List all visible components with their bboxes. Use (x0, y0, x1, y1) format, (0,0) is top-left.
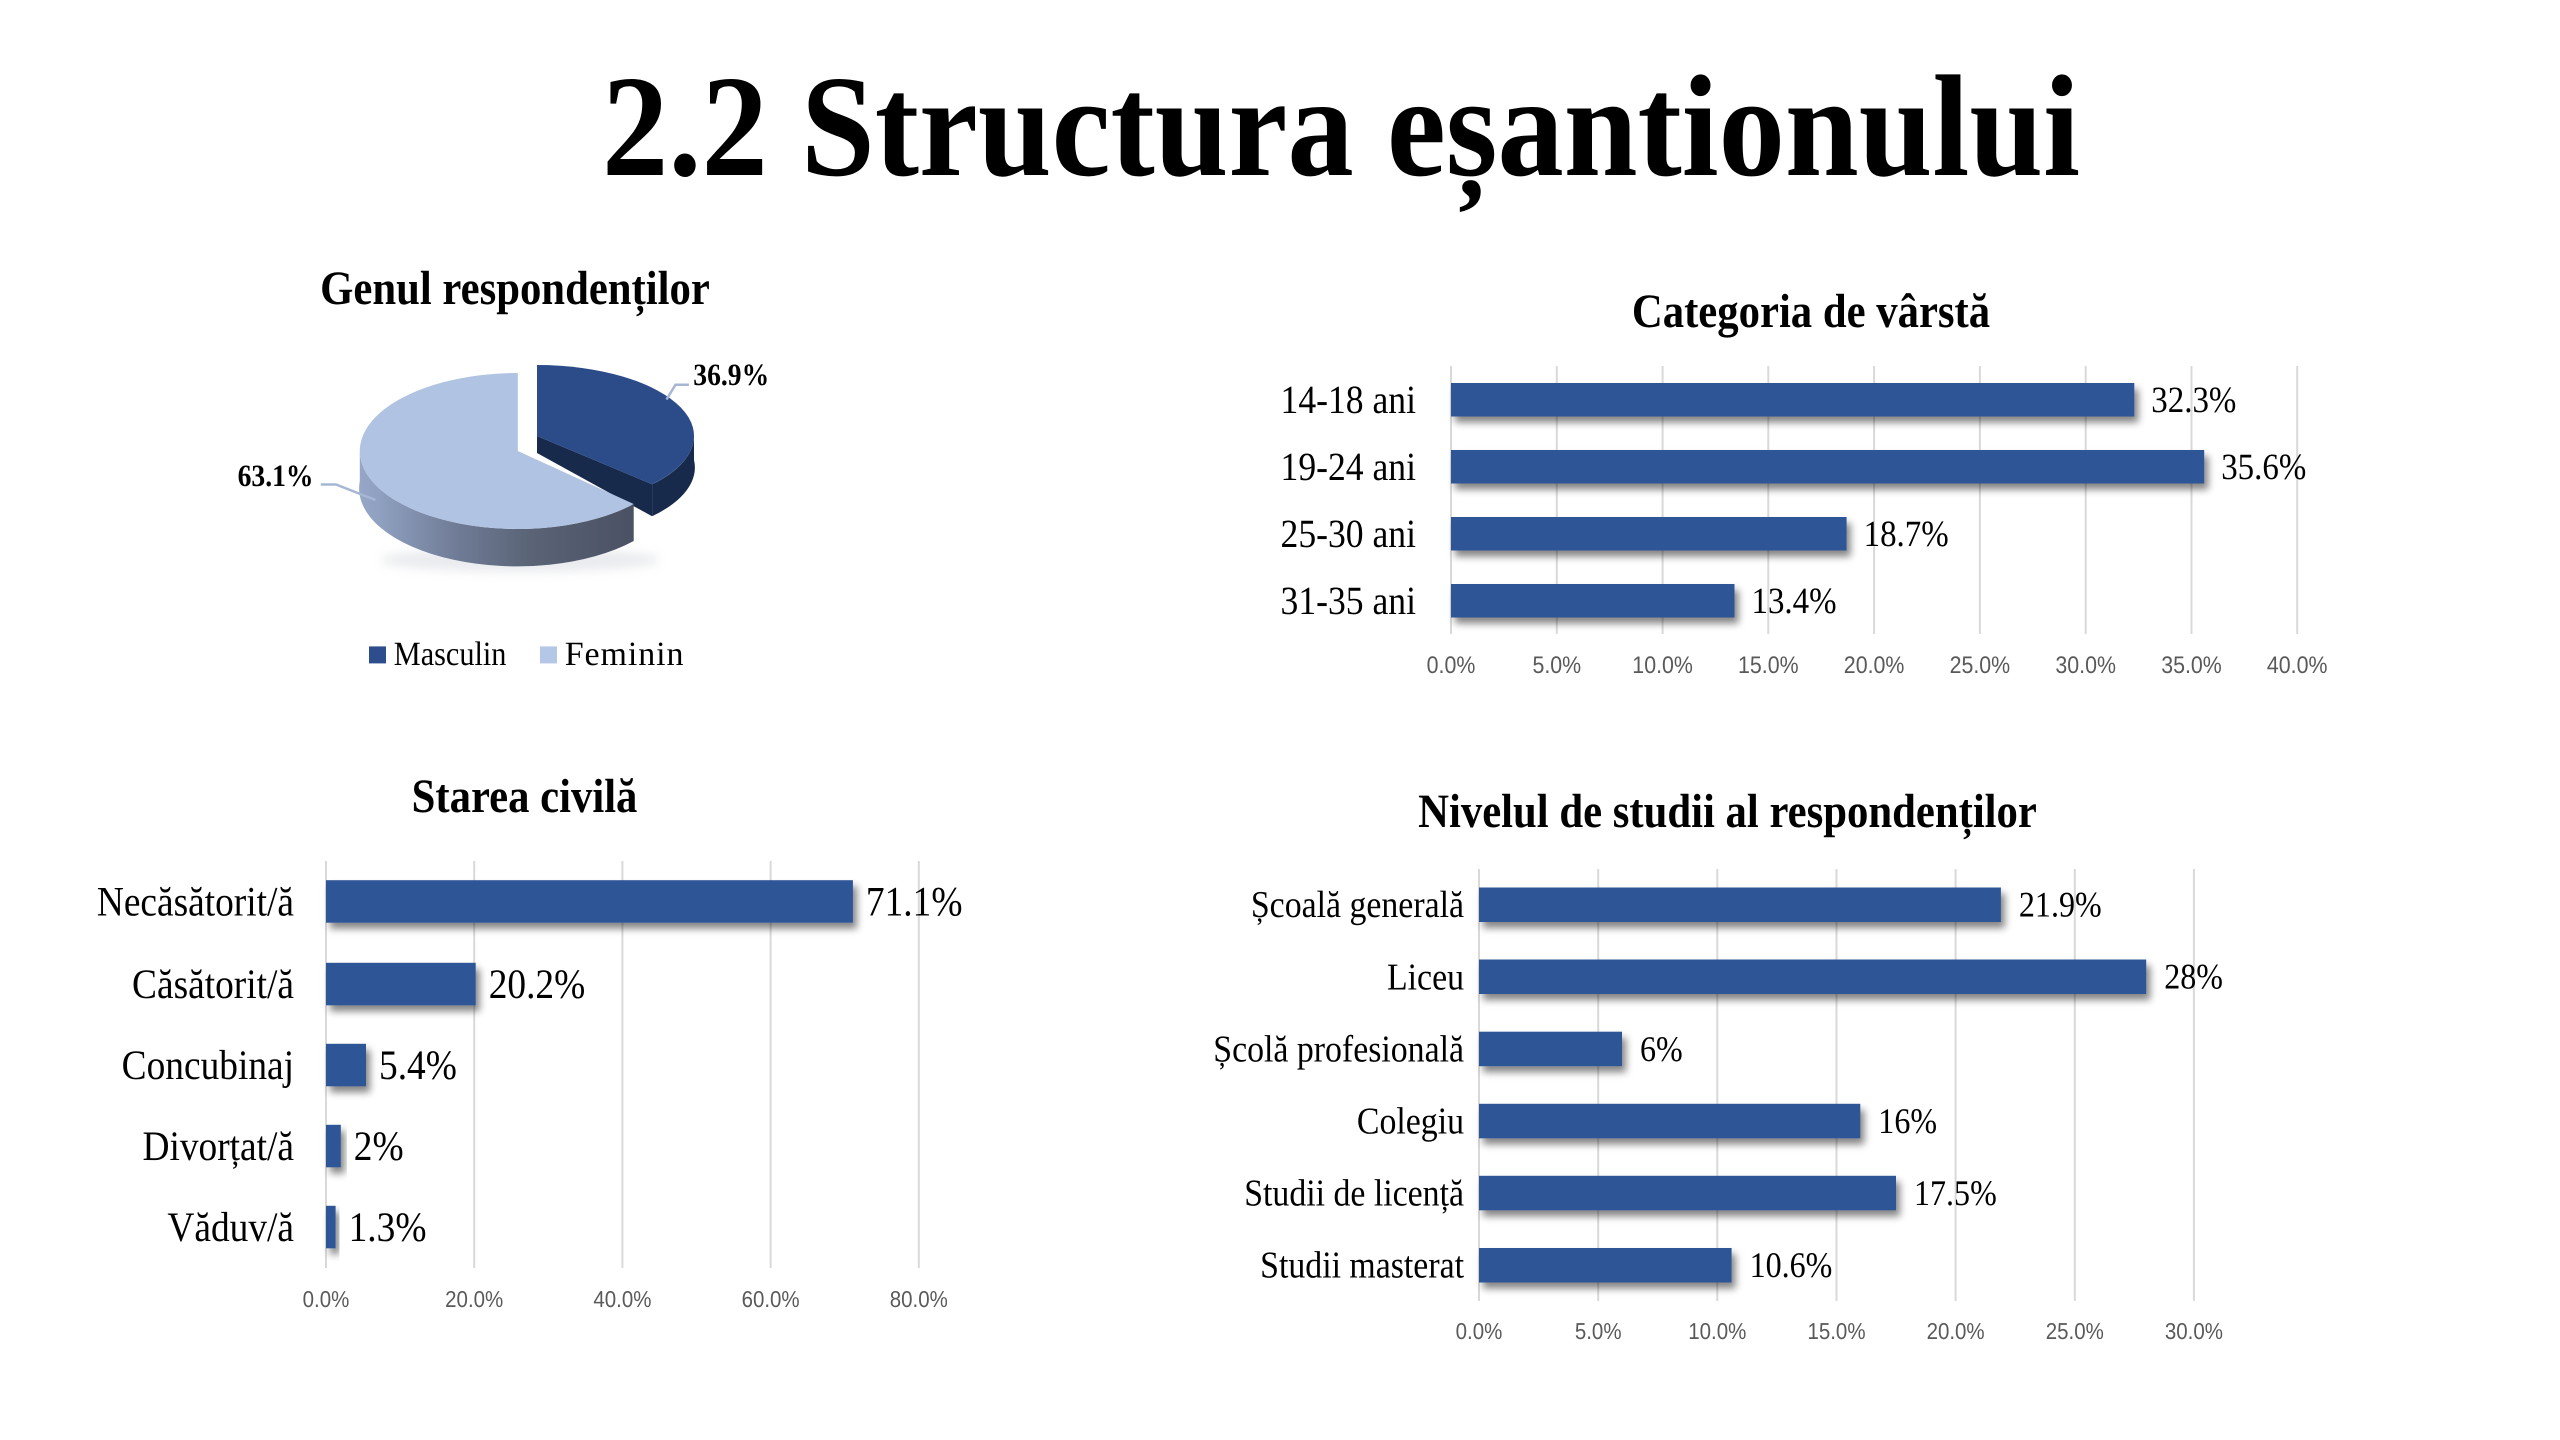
svg-text:20.0%: 20.0% (445, 1286, 503, 1312)
svg-text:17.5%: 17.5% (1914, 1173, 1997, 1213)
svg-text:6%: 6% (1640, 1029, 1683, 1069)
svg-text:30.0%: 30.0% (2165, 1318, 2223, 1344)
svg-text:Concubinaj: Concubinaj (122, 1043, 294, 1089)
svg-text:Necăsătorit/ă: Necăsătorit/ă (97, 879, 294, 925)
svg-text:Masculin: Masculin (394, 636, 507, 673)
svg-text:Colegiu: Colegiu (1357, 1101, 1464, 1143)
svg-text:Școlă profesională: Școlă profesională (1213, 1028, 1464, 1070)
svg-text:80.0%: 80.0% (890, 1286, 948, 1312)
svg-text:31-35 ani: 31-35 ani (1281, 578, 1416, 623)
svg-text:5.0%: 5.0% (1532, 652, 1581, 679)
svg-text:21.9%: 21.9% (2019, 885, 2102, 925)
svg-text:2.2 Structura eșantionului: 2.2 Structura eșantionului (602, 47, 2080, 213)
svg-text:Starea civilă: Starea civilă (412, 770, 638, 823)
svg-text:60.0%: 60.0% (742, 1286, 800, 1312)
svg-text:35.0%: 35.0% (2161, 652, 2222, 679)
svg-text:25-30 ani: 25-30 ani (1281, 511, 1416, 556)
svg-text:15.0%: 15.0% (1738, 652, 1799, 679)
svg-text:0.0%: 0.0% (1456, 1318, 1503, 1344)
svg-text:28%: 28% (2164, 957, 2223, 997)
svg-text:14-18 ani: 14-18 ani (1281, 377, 1416, 422)
svg-text:1.3%: 1.3% (349, 1205, 427, 1251)
svg-text:5.0%: 5.0% (1575, 1318, 1622, 1344)
svg-text:Feminin: Feminin (565, 636, 685, 673)
svg-text:18.7%: 18.7% (1864, 514, 1949, 555)
svg-text:2%: 2% (354, 1124, 404, 1170)
svg-text:20.0%: 20.0% (1927, 1318, 1985, 1344)
svg-text:19-24 ani: 19-24 ani (1281, 444, 1416, 489)
svg-text:40.0%: 40.0% (593, 1286, 651, 1312)
svg-text:Genul respondenților: Genul respondenților (320, 262, 710, 317)
svg-text:Studii de licență: Studii de licență (1244, 1173, 1464, 1215)
svg-text:63.1%: 63.1% (238, 458, 314, 493)
svg-text:Căsătorit/ă: Căsătorit/ă (132, 962, 294, 1008)
svg-text:Nivelul de studii al responden: Nivelul de studii al respondenților (1418, 785, 2037, 840)
svg-text:20.2%: 20.2% (489, 962, 586, 1008)
svg-text:0.0%: 0.0% (303, 1286, 350, 1312)
svg-text:35.6%: 35.6% (2221, 447, 2306, 488)
svg-text:25.0%: 25.0% (1950, 652, 2011, 679)
svg-text:10.0%: 10.0% (1632, 652, 1693, 679)
svg-text:20.0%: 20.0% (1844, 652, 1905, 679)
svg-text:13.4%: 13.4% (1752, 581, 1837, 622)
svg-text:30.0%: 30.0% (2055, 652, 2116, 679)
svg-text:15.0%: 15.0% (1807, 1318, 1865, 1344)
svg-text:Divorțat/ă: Divorțat/ă (142, 1124, 294, 1170)
svg-text:Liceu: Liceu (1387, 956, 1464, 998)
svg-text:0.0%: 0.0% (1427, 652, 1476, 679)
svg-text:40.0%: 40.0% (2267, 652, 2328, 679)
svg-text:71.1%: 71.1% (866, 879, 963, 925)
svg-text:10.0%: 10.0% (1688, 1318, 1746, 1344)
svg-text:16%: 16% (1878, 1101, 1937, 1141)
svg-text:Văduv/ă: Văduv/ă (167, 1205, 294, 1251)
svg-text:Studii masterat: Studii masterat (1260, 1245, 1464, 1287)
svg-text:10.6%: 10.6% (1750, 1245, 1833, 1285)
svg-text:32.3%: 32.3% (2151, 380, 2236, 421)
svg-text:Școală generală: Școală generală (1251, 884, 1464, 926)
svg-text:36.9%: 36.9% (693, 357, 769, 392)
svg-text:Categoria de vârstă: Categoria de vârstă (1632, 285, 1990, 338)
svg-text:25.0%: 25.0% (2046, 1318, 2104, 1344)
svg-text:5.4%: 5.4% (379, 1043, 457, 1089)
